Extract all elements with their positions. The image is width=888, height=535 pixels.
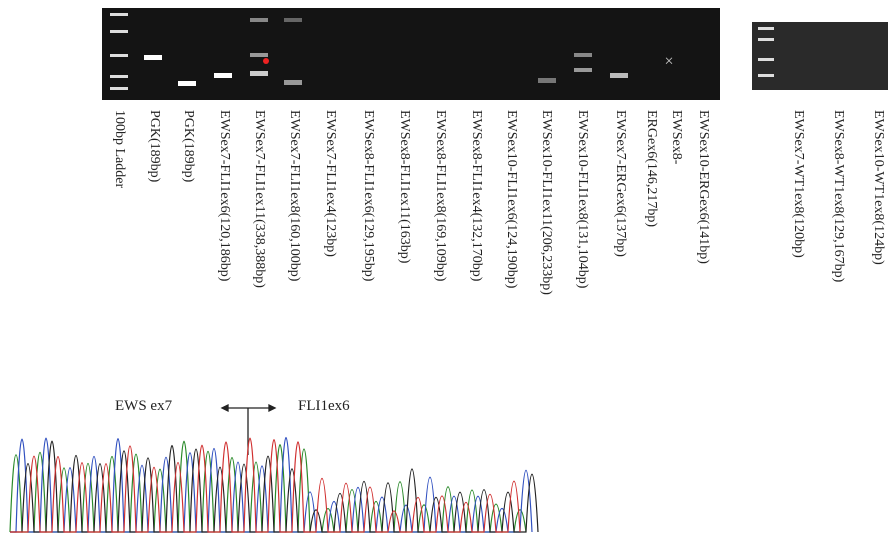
- figure: × EWS ex7 FLI1ex6 100bp Ladder PGK(189bp)…: [0, 0, 888, 535]
- junction-left-label: EWS ex7: [115, 398, 172, 415]
- trace: [10, 438, 532, 532]
- lane-label: EWSex10-ERGex6(141bp): [695, 110, 711, 264]
- lane-label: PGK(189bp): [180, 110, 196, 182]
- lane-label: EWSex8-: [668, 110, 684, 164]
- lane-label: EWSex7-ERGex6(137bp): [612, 110, 628, 257]
- lane-label: EWSex10-FLI1ex6(124,190bp): [503, 110, 519, 288]
- lane-label: EWSex7-FLI1ex6(120,186bp): [216, 110, 232, 281]
- lane-label: ERGex6(146,217bp): [643, 110, 659, 227]
- lane-label: EWSex8-FLI1ex4(132,170bp): [468, 110, 484, 281]
- lane-label: EWSex7-FLI1ex4(123bp): [322, 110, 338, 257]
- junction-right-label: FLI1ex6: [298, 398, 350, 415]
- lane-label: EWSex8-FLI1ex6(129,195bp): [360, 110, 376, 281]
- chromatogram: [10, 438, 538, 532]
- lane-label: EWSex8-WT1ex8(129,167bp): [830, 110, 846, 282]
- lane-label: EWSex8-FLI1ex11(163bp): [396, 110, 412, 263]
- lane-label: EWSex8-FLI1ex8(169,109bp): [432, 110, 448, 281]
- cross: ×: [664, 53, 673, 70]
- gel-right: [752, 22, 888, 90]
- gel-left: [102, 8, 720, 100]
- lane-label: 100bp Ladder: [111, 110, 127, 188]
- lane-label: EWSex10-WT1ex8(124bp): [870, 110, 886, 265]
- lane-label: PGK(189bp): [146, 110, 162, 182]
- lane-label: EWSex7-FLI1ex8(160,100bp): [286, 110, 302, 281]
- lane-label: EWSex10-FLI1ex11(206,233bp): [538, 110, 554, 295]
- lane-label: EWSex7-FLI1ex11(338,388bp): [251, 110, 267, 288]
- junction-arrow: [222, 405, 275, 455]
- lane-label: EWSex7-WT1ex8(120bp): [790, 110, 806, 258]
- lane-label: EWSex10-FLI1ex8(131,104bp): [574, 110, 590, 288]
